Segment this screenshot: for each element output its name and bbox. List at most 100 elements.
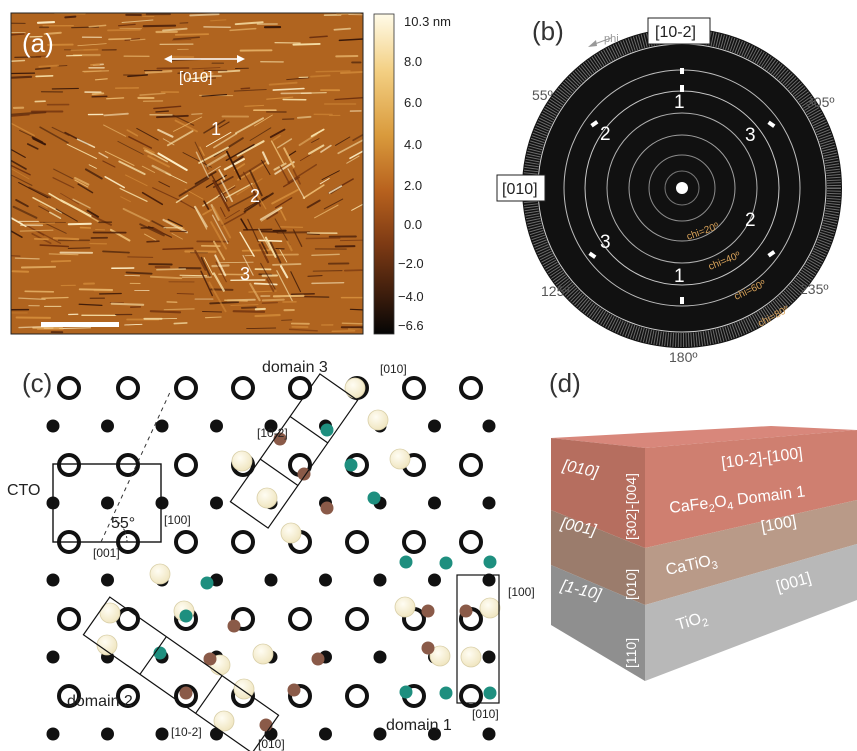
lattice-dot [482, 650, 496, 664]
afm-streak [11, 255, 21, 257]
afm-streak [220, 179, 233, 203]
adatom-brown [421, 641, 435, 655]
afm-streak [260, 262, 276, 290]
afm-streak [242, 254, 254, 276]
pole-label-2-left: 2 [600, 124, 611, 145]
center-pole [676, 182, 688, 194]
lattice-dot [155, 419, 169, 433]
afm-streak [210, 221, 227, 250]
lattice-ring [57, 376, 81, 400]
afm-streak [225, 182, 253, 199]
afm-streak [308, 144, 325, 155]
lattice-dot [46, 727, 60, 741]
afm-streak [149, 310, 182, 314]
afm-streak [35, 74, 54, 78]
afm-streak [104, 176, 125, 189]
afm-streak [139, 92, 166, 96]
afm-streak [247, 218, 259, 243]
afm-streak [266, 211, 279, 220]
afm-streak [124, 323, 143, 326]
lattice-dot [101, 419, 114, 433]
afm-streak [351, 203, 363, 211]
adatom-teal [399, 685, 413, 699]
afm-streak [287, 150, 297, 157]
lattice-dot [210, 496, 223, 510]
afm-streak [38, 64, 59, 68]
afm-streak [120, 196, 131, 203]
adatom-teal [320, 423, 334, 437]
domain-3-dir-010: [010] [380, 362, 407, 376]
lattice-ring [231, 376, 255, 400]
afm-streak [125, 174, 148, 187]
angle-label-180: 180º [669, 349, 697, 365]
domain-2-dir-10-2: [10-2] [171, 725, 202, 739]
afm-streak [102, 250, 130, 254]
afm-streak [200, 256, 211, 277]
afm-streak [11, 75, 33, 79]
adatom-cream [280, 522, 302, 544]
afm-streak [261, 301, 279, 305]
afm-streak [77, 183, 94, 194]
lattice-ring [402, 530, 426, 554]
adatom-cream [96, 634, 118, 656]
box-left-label: [010] [502, 181, 538, 198]
lattice-dot [373, 650, 387, 664]
afm-streak [72, 198, 91, 209]
afm-streak [210, 204, 220, 221]
afm-streak [205, 153, 228, 168]
afm-streak [172, 114, 195, 126]
afm-streak [55, 208, 78, 222]
afm-streak [60, 199, 92, 218]
lattice-dot [428, 727, 441, 741]
adatom-cream [231, 450, 253, 472]
phi-label: phi [604, 33, 619, 45]
afm-streak [191, 67, 221, 70]
tio2-front [551, 565, 645, 681]
afm-streak [214, 254, 227, 277]
afm-streak [12, 205, 38, 219]
afm-streak [107, 28, 141, 32]
afm-streak [234, 21, 264, 26]
afm-streak [84, 168, 103, 180]
lattice-ring [57, 607, 81, 631]
afm-streak [194, 141, 209, 170]
tio2-side [645, 544, 857, 681]
afm-streak [74, 176, 90, 186]
afm-streak [24, 224, 45, 236]
afm-streak [201, 94, 228, 97]
afm-streak [261, 298, 285, 302]
afm-streak [143, 149, 154, 156]
afm-streak [156, 114, 189, 119]
afm-streak [162, 218, 189, 234]
afm-streak [279, 249, 288, 263]
lattice-dot [46, 650, 60, 664]
afm-streak [249, 127, 272, 141]
lattice-dot [373, 727, 387, 741]
box-top [647, 17, 711, 45]
afm-streak [119, 187, 148, 202]
lattice-ring [288, 607, 312, 631]
afm-streak [11, 174, 33, 186]
afm-streak [19, 129, 32, 137]
afm-streak [60, 192, 80, 205]
afm-streak [88, 24, 107, 28]
layer-catio3-dir: [100] [760, 513, 798, 536]
afm-streak [202, 311, 223, 313]
afm-streak [26, 143, 39, 150]
afm-streak [157, 128, 174, 138]
afm-streak [36, 21, 56, 24]
afm-streak [11, 167, 30, 180]
box-left [496, 174, 546, 202]
lattice-dot [428, 573, 441, 587]
afm-streak [323, 198, 344, 210]
domain-3-title: domain 3 [262, 359, 328, 376]
afm-streak [155, 110, 169, 113]
adatom-teal [483, 686, 497, 700]
adatom-brown [227, 619, 241, 633]
afm-streak [57, 65, 68, 67]
afm-streak [239, 231, 255, 257]
afm-streak [315, 70, 351, 73]
lattice-ring [116, 453, 140, 477]
afm-streak [59, 327, 92, 329]
adatom-cream [99, 602, 121, 624]
